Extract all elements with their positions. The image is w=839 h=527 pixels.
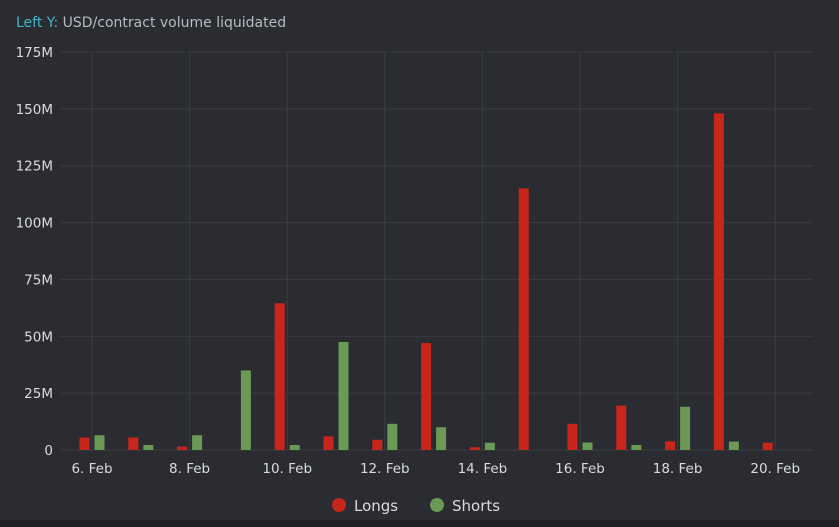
bar-shorts [680,406,691,450]
bar-shorts [143,444,154,450]
x-tick-label: 6. Feb [71,461,112,477]
y-tick-label: 50M [24,329,53,345]
bar-longs [128,437,139,450]
x-tick-label: 20. Feb [750,461,800,477]
bar-longs [616,405,627,450]
bar-shorts [94,435,105,450]
bar-shorts [338,341,349,450]
y-tick-label: 150M [16,102,53,118]
bar-longs [762,442,773,450]
bar-longs [323,436,334,450]
bar-shorts [289,444,300,450]
bar-shorts [387,423,398,450]
bar-shorts [240,370,251,450]
bar-shorts [631,444,642,450]
x-tick-label: 16. Feb [555,461,605,477]
y-tick-label: 25M [24,386,53,402]
bottom-strip [0,520,839,527]
x-tick-label: 12. Feb [360,461,410,477]
bar-longs [372,439,383,450]
bar-longs [79,437,90,450]
axis-title-text: USD/contract volume liquidated [62,15,287,31]
bar-longs [177,446,188,450]
x-tick-label: 8. Feb [169,461,210,477]
bar-longs [567,423,578,450]
bar-shorts [728,441,739,450]
bar-shorts [192,435,203,450]
y-tick-label: 125M [16,159,53,175]
legend-shorts-marker [430,498,444,512]
bar-longs [518,188,529,450]
bar-longs [713,113,724,451]
bar-shorts [484,442,495,450]
bar-longs [421,343,432,450]
bar-longs [274,303,285,450]
y-tick-label: 75M [24,272,53,288]
left-y-axis-title: Left Y: USD/contract volume liquidated [16,15,286,31]
bar-shorts [582,442,593,450]
legend-shorts-label: Shorts [452,497,500,515]
bar-shorts [436,427,447,450]
legend-longs-label: Longs [354,497,398,515]
axis-title-prefix: Left Y: [16,15,59,31]
legend-longs-marker [332,498,346,512]
y-tick-label: 0 [44,443,53,459]
x-tick-label: 14. Feb [458,461,508,477]
x-tick-label: 10. Feb [262,461,312,477]
bar-longs [665,441,676,450]
y-tick-label: 100M [16,216,53,232]
bar-longs [469,447,480,450]
x-tick-label: 18. Feb [653,461,703,477]
y-tick-label: 175M [16,45,53,61]
